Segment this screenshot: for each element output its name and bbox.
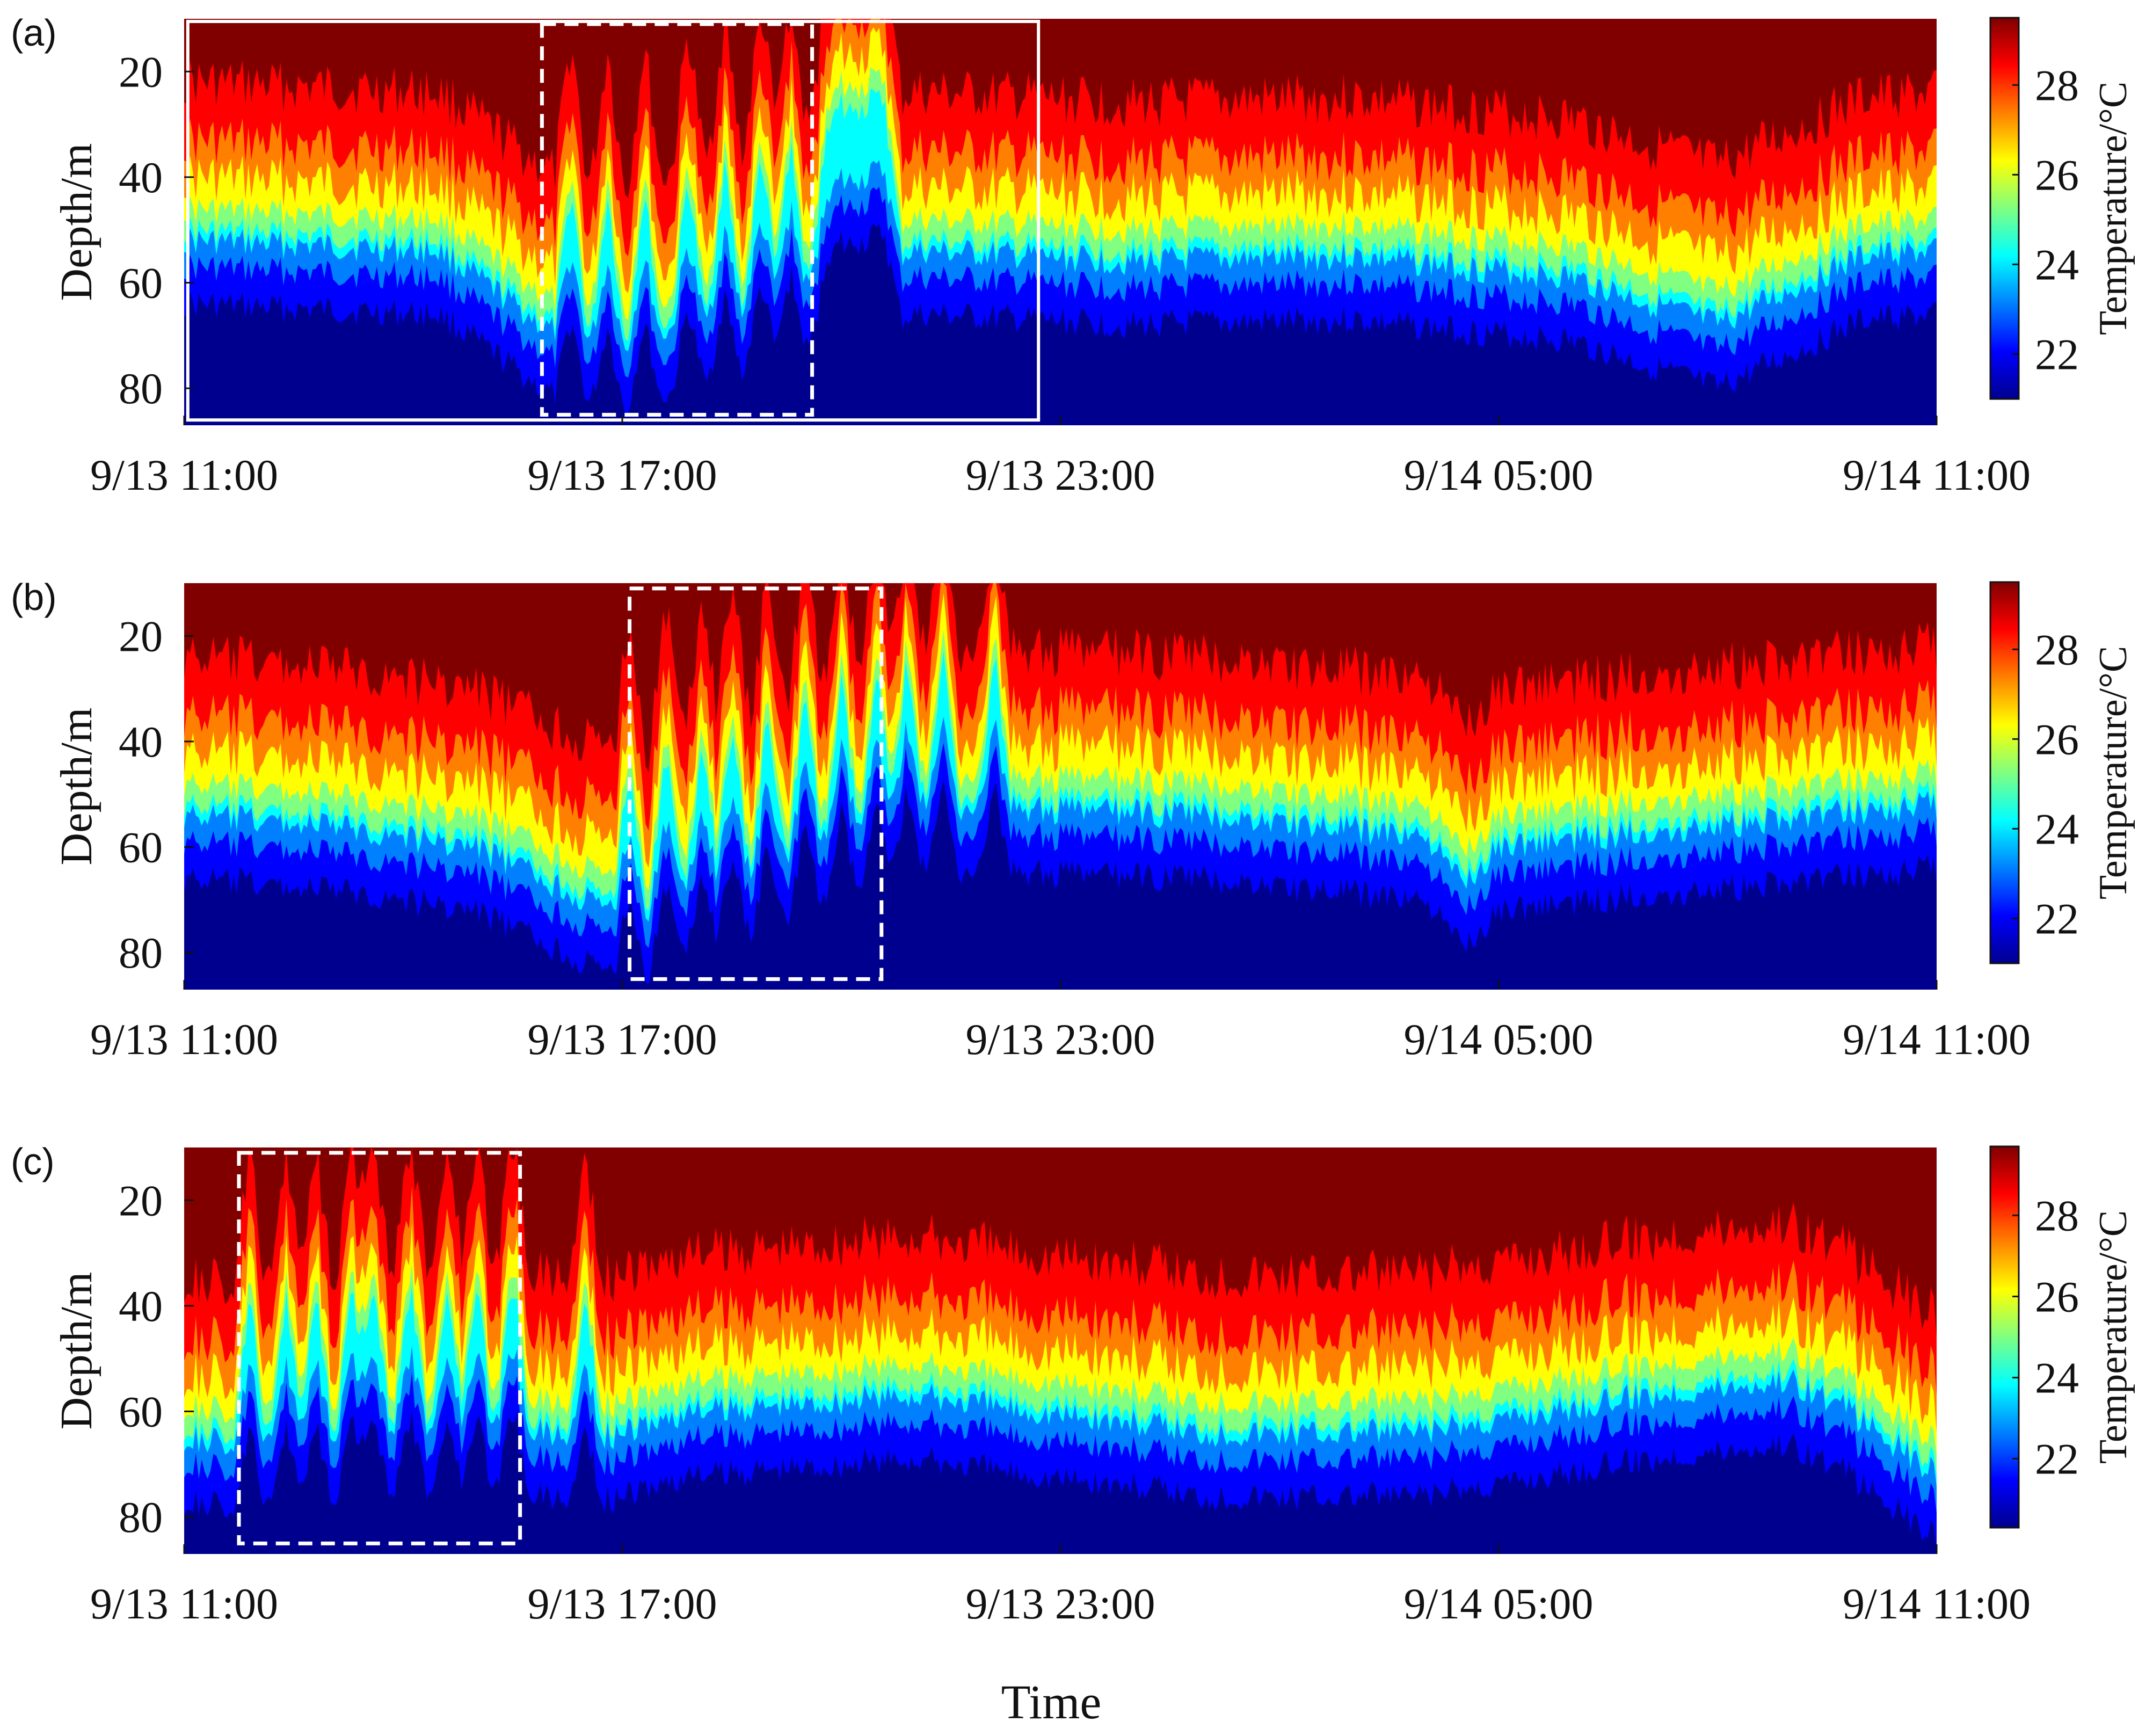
y-tick-label: 20: [119, 47, 163, 96]
colorbar-tick-label: 26: [2035, 1272, 2079, 1321]
heatmap-a: [184, 19, 1937, 425]
colorbar-label: Temperature/°C: [2091, 646, 2135, 899]
heatmap-c: [184, 1147, 1937, 1554]
y-tick-label: 60: [119, 1388, 163, 1436]
dashed-box: [237, 1151, 522, 1545]
panel-label: (a): [11, 12, 57, 54]
x-tick-label: 9/13 17:00: [527, 1015, 717, 1064]
colorbar: [1989, 1145, 2020, 1529]
x-tick-label: 9/13 17:00: [527, 451, 717, 499]
colorbar-tick-label: 24: [2035, 804, 2079, 853]
y-tick-label: 40: [119, 153, 163, 202]
y-tick-label: 80: [119, 364, 163, 413]
panel-c: (c) 20 40 60 80 Depth/m 9/13 11:00 9/13 17:00 9/…: [11, 1141, 2135, 1628]
colorbar: [1989, 581, 2020, 964]
y-tick-label: 20: [119, 1176, 163, 1225]
x-tick-label: 9/13 23:00: [965, 1015, 1155, 1064]
colorbar-label: Temperature/°C: [2091, 82, 2135, 335]
dashed-box: [628, 586, 884, 981]
colorbar-tick-label: 22: [2035, 330, 2079, 379]
colorbar-tick-label: 28: [2035, 61, 2079, 110]
y-tick-label: 80: [119, 928, 163, 977]
x-tick-label: 9/13 11:00: [90, 1015, 278, 1064]
x-tick-label: 9/14 11:00: [1843, 451, 2031, 499]
panel-a: (a) 20 40 60 80 Depth/m 9/13 11:00 9/13 17:00 9/…: [11, 12, 2135, 499]
x-tick-label: 9/14 05:00: [1403, 1579, 1593, 1628]
x-tick-label: 9/13 23:00: [965, 1579, 1155, 1628]
colorbar-tick-label: 28: [2035, 625, 2079, 674]
y-axis-label: Depth/m: [52, 143, 101, 301]
colorbar-tick-label: 26: [2035, 150, 2079, 199]
y-tick-label: 60: [119, 823, 163, 872]
x-axis-title: Time: [1001, 1676, 1102, 1729]
panel-b: (b) 20 40 60 80 Depth/m 9/13 11:00 9/13 17:00 9/…: [11, 576, 2135, 1064]
x-tick-label: 9/13 11:00: [90, 451, 278, 499]
colorbar: [1989, 17, 2020, 400]
y-tick-label: 20: [119, 612, 163, 660]
panel-label: (c): [11, 1141, 55, 1182]
colorbar-tick-label: 26: [2035, 715, 2079, 764]
colorbar-tick-label: 22: [2035, 894, 2079, 943]
x-tick-label: 9/14 11:00: [1843, 1579, 2031, 1628]
y-tick-label: 60: [119, 259, 163, 308]
colorbar-tick-label: 22: [2035, 1435, 2079, 1484]
colorbar-tick-label: 24: [2035, 240, 2079, 289]
colorbar-tick-label: 28: [2035, 1191, 2079, 1240]
x-tick-label: 9/13 23:00: [965, 451, 1155, 499]
y-axis-label: Depth/m: [52, 1272, 101, 1430]
y-tick-label: 80: [119, 1493, 163, 1542]
isotherm-layer: [184, 583, 1937, 773]
colorbar-tick-label: 24: [2035, 1354, 2079, 1403]
x-tick-label: 9/13 11:00: [90, 1579, 278, 1628]
colorbar-label: Temperature/°C: [2091, 1210, 2135, 1464]
isotherm-layer: [184, 19, 1937, 198]
solid-box: [186, 19, 1041, 422]
panel-label: (b): [11, 576, 57, 618]
heatmap-b: [184, 583, 1937, 990]
x-tick-label: 9/13 17:00: [527, 1579, 717, 1628]
dashed-box: [540, 22, 814, 417]
x-tick-label: 9/14 11:00: [1843, 1015, 2031, 1064]
x-tick-label: 9/14 05:00: [1403, 451, 1593, 499]
isotherm-layer: [184, 1147, 1937, 1338]
y-axis-label: Depth/m: [52, 708, 101, 866]
y-tick-label: 40: [119, 717, 163, 766]
x-tick-label: 9/14 05:00: [1403, 1015, 1593, 1064]
y-tick-label: 40: [119, 1282, 163, 1331]
